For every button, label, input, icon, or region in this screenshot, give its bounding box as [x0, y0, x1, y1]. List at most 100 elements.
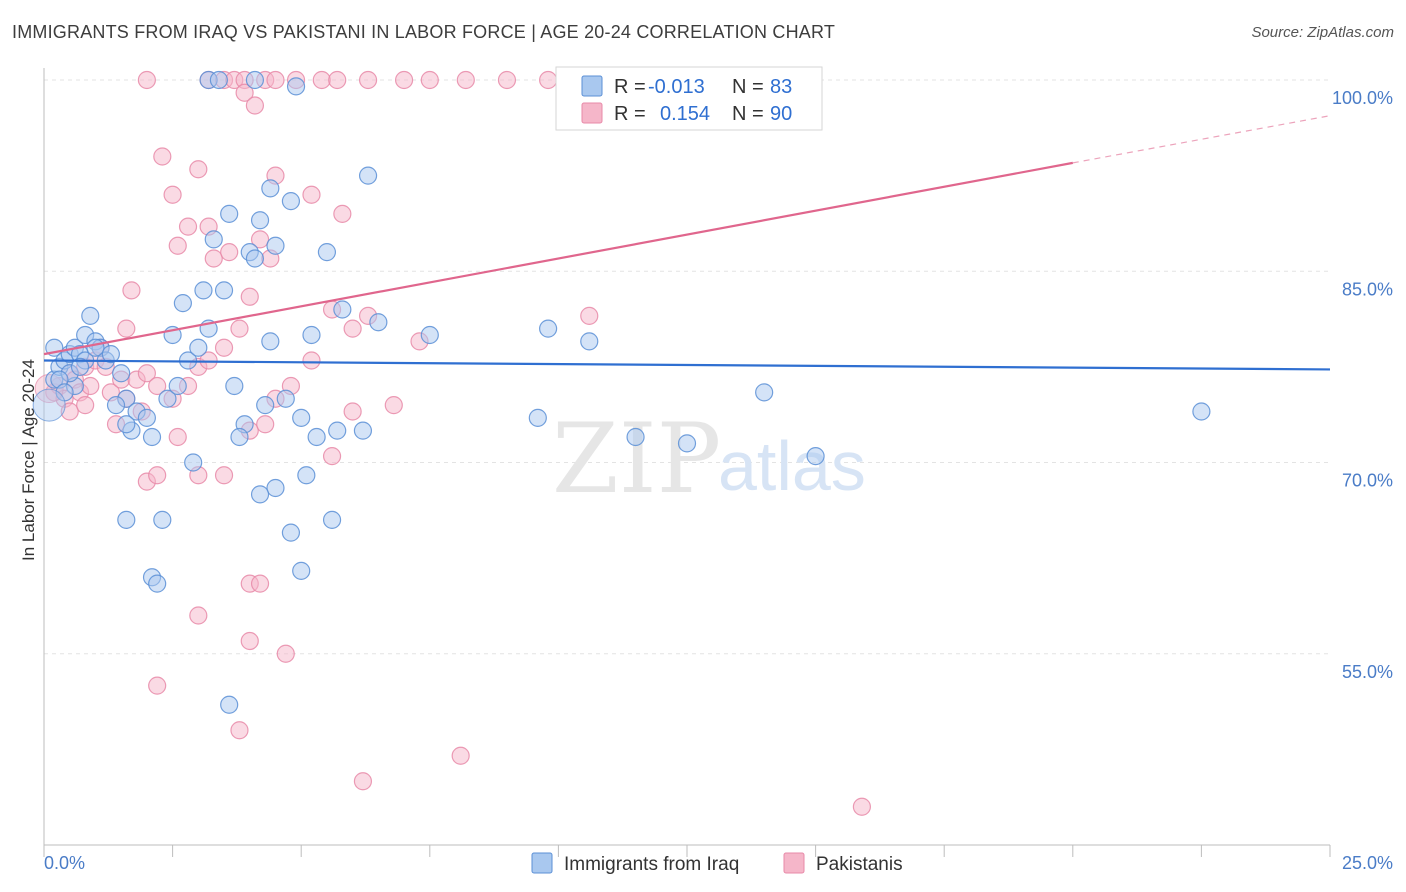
- pakistanis-point-40: [117, 319, 136, 338]
- iraq-point-75: [369, 313, 388, 332]
- chart-title: IMMIGRANTS FROM IRAQ VS PAKISTANI IN LAB…: [12, 22, 836, 42]
- iraq-point-53: [256, 396, 275, 415]
- legend-n-value-iraq: 83: [770, 76, 792, 98]
- series-legend-label-pakistanis: Pakistanis: [816, 854, 903, 875]
- iraq-point-31: [189, 338, 208, 357]
- pakistanis-point-68: [456, 70, 475, 90]
- iraq-point-48: [209, 70, 228, 90]
- iraq-point-50: [286, 77, 306, 96]
- pakistanis-point-42: [168, 236, 187, 255]
- iraq-point-49: [245, 70, 265, 90]
- pakistanis-point-28: [148, 466, 167, 485]
- pakistanis-point-17: [137, 364, 156, 383]
- iraq-trend-line: [43, 359, 1331, 371]
- pakistanis-point-39: [240, 287, 259, 306]
- iraq-point-84: [1192, 402, 1211, 421]
- iraq-point-41: [266, 236, 285, 255]
- iraq-point-26: [117, 415, 136, 434]
- pakistanis-point-84: [240, 631, 259, 651]
- iraq-point-45: [317, 243, 337, 262]
- iraq-point-77: [539, 319, 558, 338]
- pakistanis-point-12: [76, 396, 95, 415]
- iraq-point-18: [86, 338, 105, 357]
- series-legend-label-iraq: Immigrants from Iraq: [564, 854, 739, 875]
- iraq-point-36: [214, 281, 234, 300]
- iraq-point-34: [173, 294, 192, 313]
- iraq-point-29: [168, 376, 187, 396]
- pakistanis-point-90: [852, 797, 871, 816]
- legend-r-value-iraq: -0.013: [648, 76, 705, 98]
- iraq-point-54: [276, 389, 295, 408]
- iraq-point-83: [806, 447, 825, 466]
- pakistanis-point-52: [163, 185, 182, 204]
- pakistanis-point-87: [230, 721, 249, 740]
- grid-lines: [44, 79, 1330, 655]
- iraq-point-43: [261, 179, 280, 198]
- iraq-point-25: [106, 396, 126, 415]
- series-legend-swatch-iraq: [531, 852, 553, 874]
- x-tick-labels: 0.0% 25.0%: [44, 853, 1393, 873]
- iraq-point-55: [292, 408, 311, 427]
- pakistanis-point-37: [214, 338, 234, 357]
- iraq-point-60: [184, 453, 203, 472]
- iraq-point-69: [148, 574, 167, 593]
- iraq-point-67: [117, 510, 136, 529]
- pakistanis-point-89: [451, 746, 470, 765]
- iraq-point-82: [755, 383, 774, 402]
- legend-r-value-pakistanis: 0.154: [660, 103, 710, 125]
- iraq-point-66: [153, 510, 172, 529]
- pakistanis-point-65: [358, 70, 378, 90]
- iraq-point-63: [250, 485, 270, 504]
- iraq-point-8: [81, 306, 100, 325]
- pakistanis-point-54: [333, 204, 352, 223]
- iraq-point-70: [292, 561, 311, 580]
- pakistanis-point-80: [322, 447, 342, 466]
- pakistanis-point-88: [353, 772, 373, 791]
- pakistanis-point-61: [266, 70, 285, 90]
- iraq-point-17: [70, 357, 90, 376]
- pakistanis-point-18: [148, 376, 167, 396]
- pakistanis-point-33: [302, 351, 321, 370]
- pakistanis-point-51: [153, 147, 172, 166]
- pakistanis-point-73: [235, 83, 254, 102]
- iraq-point-64: [322, 510, 342, 529]
- legend-n-value-pakistanis: 90: [770, 103, 792, 125]
- iraq-point-71: [220, 695, 239, 714]
- legend-r-label-iraq: R =: [614, 76, 646, 98]
- pakistanis-point-85: [276, 644, 295, 663]
- pakistanis-point-38: [230, 319, 249, 338]
- legend-swatch-iraq: [581, 75, 603, 97]
- pakistanis-point-55: [137, 70, 156, 90]
- iraq-point-81: [677, 434, 697, 453]
- iraq-point-cluster: [32, 388, 66, 422]
- x-tick-label-1: 25.0%: [1342, 853, 1393, 873]
- pakistanis-point-46: [220, 243, 239, 262]
- iraq-point-44: [281, 192, 301, 211]
- iraq-point-65: [281, 523, 301, 542]
- iraq-point-62: [297, 466, 316, 485]
- pakistanis-point-66: [394, 70, 414, 90]
- legend-n-label-pakistanis: N =: [732, 103, 764, 125]
- iraq-point-56: [307, 427, 326, 447]
- iraq-point-58: [353, 421, 373, 440]
- pakistanis-point-82: [250, 574, 270, 593]
- pakistanis-point-47: [250, 230, 270, 249]
- iraq-point-19: [101, 345, 120, 364]
- iraq-point-74: [333, 300, 352, 319]
- legend-n-label-iraq: N =: [732, 76, 764, 98]
- pakistanis-point-78: [580, 306, 599, 325]
- pakistanis-point-69: [497, 70, 517, 90]
- pakistanis-point-41: [122, 281, 141, 300]
- source-credit: Source: ZipAtlas.com: [1251, 24, 1394, 41]
- iraq-point-61: [266, 478, 285, 498]
- watermark-zip: ZIP: [552, 403, 721, 515]
- pakistanis-point-77: [384, 396, 403, 415]
- iraq-point-24: [137, 408, 156, 427]
- iraq-point-27: [142, 427, 162, 447]
- y-tick-labels: 55.0% 70.0% 85.0% 100.0%: [1332, 88, 1393, 682]
- iraq-point-57: [328, 421, 347, 440]
- pakistanis-trend-line: [43, 161, 1074, 356]
- correlation-legend: R = -0.013 N = 83 R = 0.154 N = 90: [555, 66, 823, 131]
- trend-lines: [43, 115, 1331, 371]
- axes: [43, 68, 1331, 857]
